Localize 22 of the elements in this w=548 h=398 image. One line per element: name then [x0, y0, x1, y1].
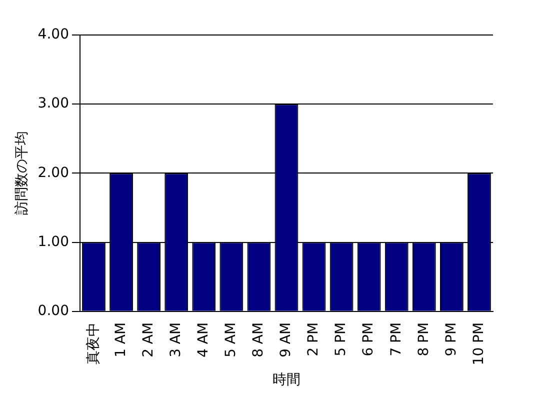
- x-tick-label: 10 PM: [470, 322, 487, 366]
- x-tick-label: 7 PM: [388, 322, 404, 356]
- x-tick-label: 2 PM: [306, 322, 322, 356]
- x-tick-label: 8 PM: [416, 322, 432, 356]
- x-tick-label: 9 PM: [443, 322, 460, 356]
- y-tick-label: 2.00: [38, 164, 69, 181]
- x-tick-label: 5 PM: [333, 322, 350, 356]
- x-tick-label: 6 PM: [360, 322, 377, 356]
- x-tick-label: 9 AM: [278, 322, 294, 358]
- x-tick-label: 8 AM: [250, 322, 267, 358]
- x-tick-label: 3 AM: [168, 322, 184, 358]
- y-tick-label: 4.00: [38, 26, 69, 43]
- x-tick-label: 5 AM: [223, 322, 240, 358]
- y-tick-label: 1.00: [38, 234, 69, 250]
- x-tick-label: 4 AM: [196, 322, 212, 358]
- x-tick-label: 真夜中: [85, 322, 102, 364]
- y-axis-title: 訪問数の平均: [14, 131, 30, 216]
- x-axis-title: 時間: [272, 372, 300, 388]
- x-tick-label: 1 AM: [112, 322, 129, 358]
- y-tick-label: 0.00: [38, 303, 69, 320]
- x-tick-label: 2 AM: [140, 322, 156, 358]
- y-tick-label: 3.00: [38, 96, 69, 112]
